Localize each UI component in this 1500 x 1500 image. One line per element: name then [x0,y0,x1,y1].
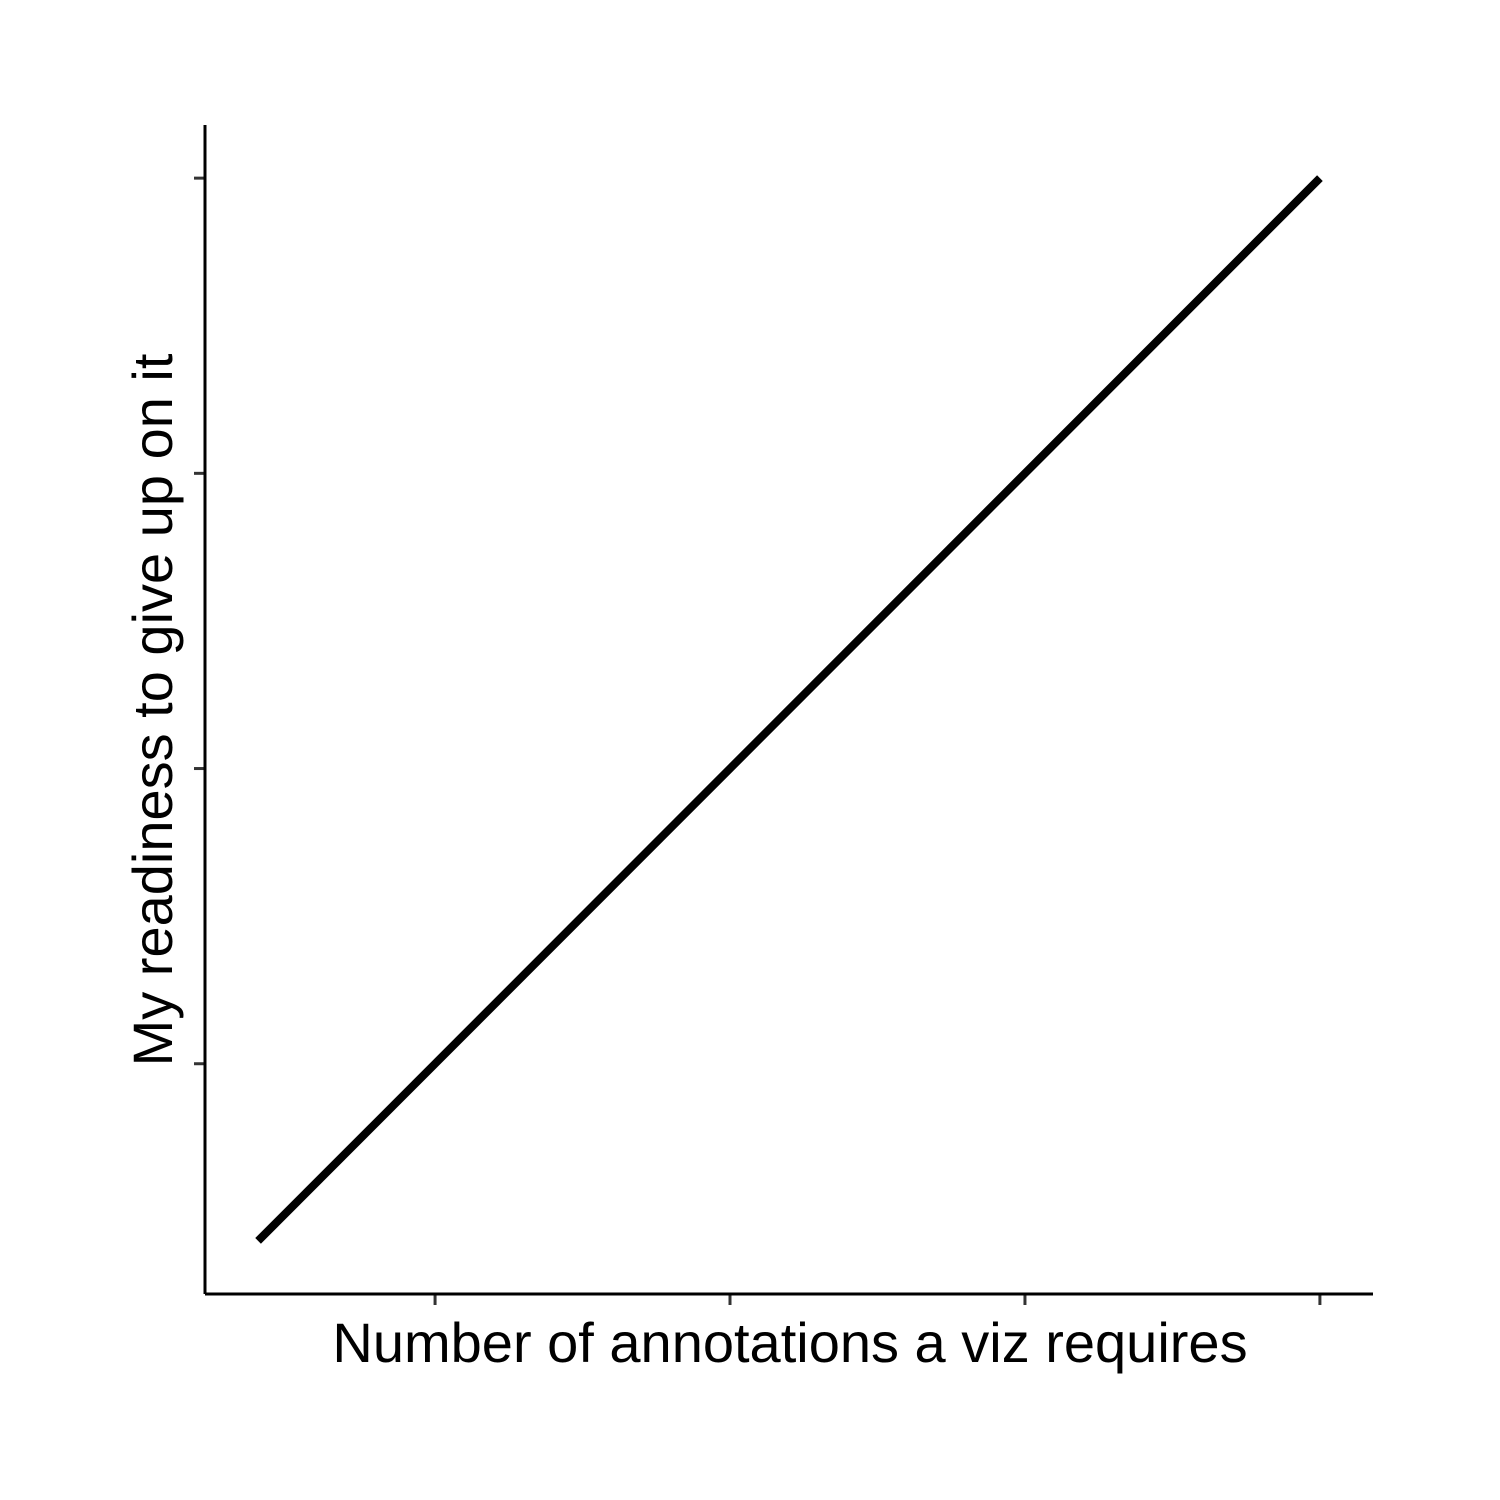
y-axis-ticks [194,176,205,1066]
series-line-1 [255,175,1323,1244]
y-axis-title: My readiness to give up on it [121,353,184,1066]
series-layer [255,175,1323,1244]
x-axis-ticks [433,1294,1322,1305]
x-axis-title: Number of annotations a viz requires [332,1311,1247,1374]
